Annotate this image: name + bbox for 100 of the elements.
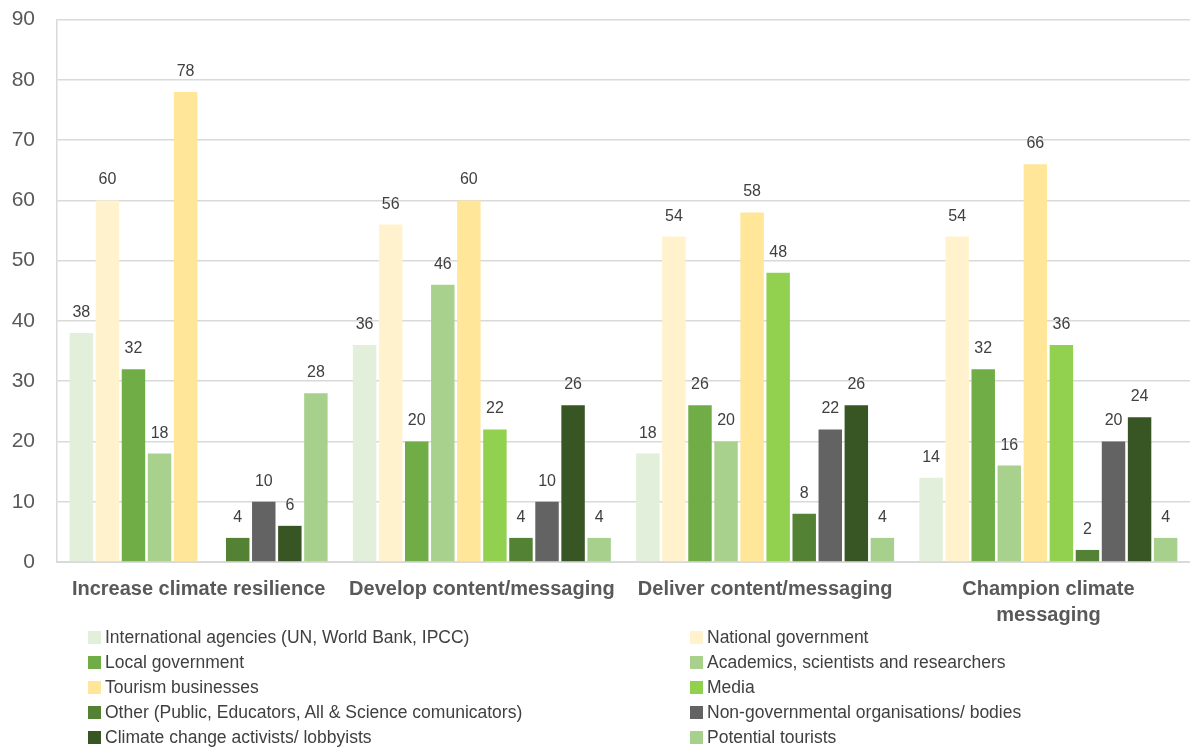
legend-label: Non-governmental organisations/ bodies <box>707 702 1022 723</box>
bar <box>561 405 585 562</box>
bar <box>1127 417 1152 562</box>
legend-label: Local government <box>105 652 245 673</box>
data-label: 26 <box>691 375 709 393</box>
bar <box>587 537 611 562</box>
data-label: 10 <box>538 471 557 489</box>
y-tick-label: 40 <box>11 307 35 331</box>
data-label: 20 <box>1104 411 1123 429</box>
bar <box>535 501 559 562</box>
data-label: 6 <box>285 495 295 513</box>
bar <box>304 393 328 562</box>
bar <box>69 332 94 562</box>
data-label: 2 <box>1083 519 1093 537</box>
bar <box>844 405 869 562</box>
data-label: 18 <box>638 423 657 441</box>
data-label: 8 <box>799 483 809 501</box>
bar <box>95 200 120 562</box>
y-tick-label: 10 <box>11 488 35 512</box>
data-label: 10 <box>254 471 273 489</box>
bar <box>1023 164 1048 562</box>
bar <box>1049 345 1074 562</box>
bar <box>870 537 895 562</box>
legend-label: Tourism businesses <box>105 677 259 698</box>
bar <box>662 236 686 562</box>
legend-label: Academics, scientists and researchers <box>707 652 1006 673</box>
bar <box>278 525 302 562</box>
legend-label: Other (Public, Educators, All & Science comunicators) <box>105 702 523 723</box>
data-label: 4 <box>1161 507 1171 525</box>
data-label: 20 <box>717 411 736 429</box>
bar <box>945 236 969 562</box>
bar <box>147 453 172 562</box>
bar <box>431 284 455 562</box>
bar <box>919 477 943 562</box>
data-label: 26 <box>847 375 866 393</box>
bar <box>509 537 533 562</box>
y-tick-label: 0 <box>23 548 35 572</box>
y-tick-label: 30 <box>11 368 35 391</box>
bar <box>173 91 198 562</box>
data-label: 4 <box>233 507 243 525</box>
data-label: 22 <box>486 399 504 417</box>
data-label: 28 <box>306 363 325 381</box>
bar <box>1075 549 1100 562</box>
bar <box>636 453 660 562</box>
data-label: 24 <box>1130 387 1149 405</box>
data-label: 22 <box>821 399 840 417</box>
bar <box>792 513 816 562</box>
data-label: 78 <box>176 61 195 79</box>
data-label: 32 <box>974 339 993 357</box>
data-label: 4 <box>877 507 887 525</box>
bar <box>688 405 712 562</box>
x-tick-label: Increase climate resilience <box>71 576 326 599</box>
bar <box>1101 441 1126 562</box>
data-label: 16 <box>1000 435 1019 453</box>
legend-label: Potential tourists <box>707 727 837 748</box>
y-tick-label: 90 <box>11 6 35 30</box>
bar <box>457 200 481 562</box>
bar <box>121 369 146 562</box>
bar <box>483 429 507 562</box>
legend-label: Climate change activists/ lobbyists <box>105 727 372 748</box>
bar <box>766 272 790 562</box>
data-label: 18 <box>150 423 169 441</box>
bar <box>252 501 276 562</box>
bar <box>225 537 250 562</box>
bar <box>378 224 403 562</box>
y-tick-label: 60 <box>11 187 35 211</box>
data-label: 46 <box>433 254 452 272</box>
x-tick-label: Deliver content/messaging <box>637 576 893 599</box>
bar <box>997 465 1022 562</box>
data-label: 48 <box>769 242 788 260</box>
data-label: 36 <box>1052 315 1071 333</box>
data-label: 60 <box>98 170 117 188</box>
data-label: 4 <box>516 507 526 525</box>
data-label: 36 <box>355 315 374 333</box>
data-label: 14 <box>922 447 941 465</box>
data-label: 38 <box>72 302 91 320</box>
bar <box>818 429 842 562</box>
y-tick-label: 70 <box>11 126 35 150</box>
bar <box>352 345 377 562</box>
data-label: 4 <box>594 507 604 525</box>
legend-label: Media <box>707 677 755 698</box>
data-label: 54 <box>665 206 683 224</box>
bar <box>740 212 764 562</box>
data-label: 26 <box>564 375 583 393</box>
data-label: 20 <box>407 411 426 429</box>
bar <box>405 441 429 562</box>
bar <box>1153 537 1178 562</box>
data-label: 66 <box>1026 134 1045 152</box>
data-label: 60 <box>459 170 478 188</box>
data-label: 32 <box>124 339 143 357</box>
bar <box>714 441 738 562</box>
legend-label: International agencies (UN, World Bank, IPCC) <box>105 627 470 648</box>
data-label: 54 <box>948 206 967 224</box>
y-tick-label: 80 <box>11 66 35 90</box>
y-tick-label: 20 <box>11 428 35 452</box>
bar <box>971 369 995 562</box>
y-tick-label: 50 <box>11 247 35 271</box>
x-tick-label: Develop content/messaging <box>349 576 615 599</box>
data-label: 56 <box>381 194 400 212</box>
data-label: 58 <box>743 182 762 200</box>
